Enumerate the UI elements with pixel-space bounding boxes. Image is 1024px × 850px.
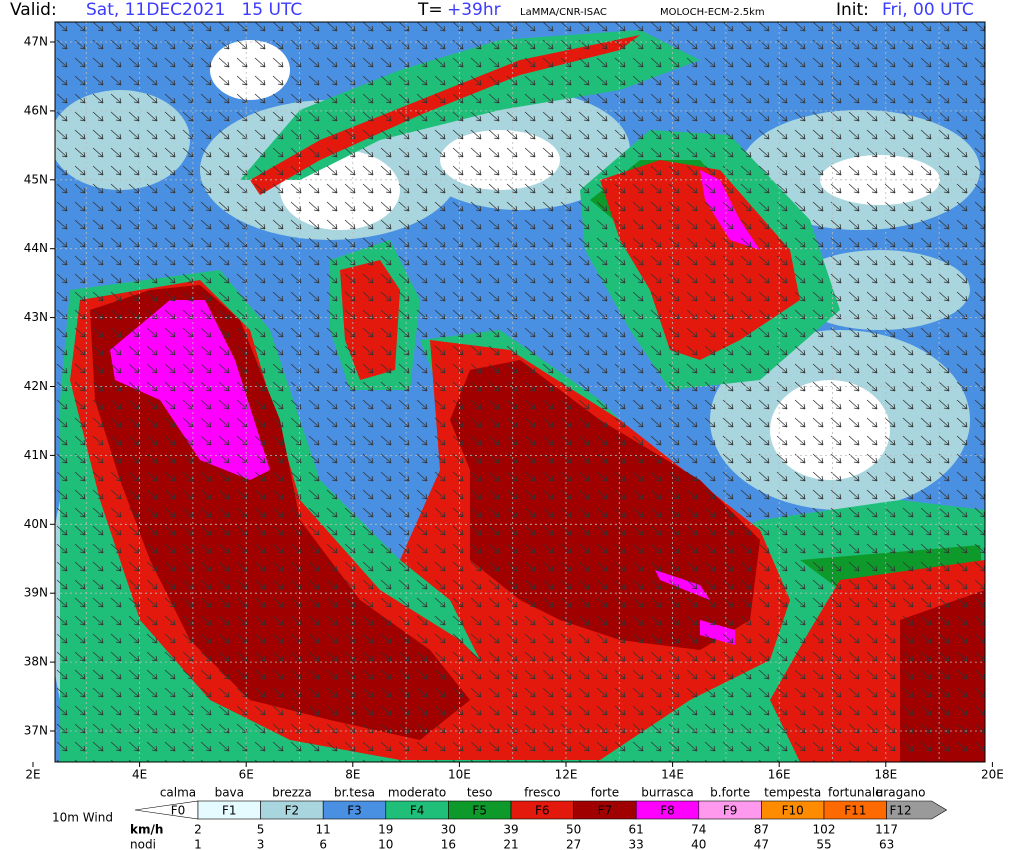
wind-field (55, 22, 985, 762)
legend-name: tempesta (764, 786, 821, 800)
lat-label: 38N (24, 655, 48, 669)
knots-threshold: 33 (629, 838, 644, 850)
knots-threshold: 16 (441, 838, 456, 850)
legend-name: forte (591, 786, 620, 800)
legend-name: fresco (524, 786, 560, 800)
lat-label: 37N (24, 724, 48, 738)
knots-threshold: 21 (503, 838, 518, 850)
legend-name: fortunale (828, 786, 883, 800)
lat-label: 47N (24, 35, 48, 49)
legend-name: uragano (876, 786, 926, 800)
knots-threshold: 40 (691, 838, 706, 850)
legend-name: brezza (272, 786, 312, 800)
lon-label: 14E (661, 768, 684, 782)
init-time: Fri, 00 UTC (882, 0, 974, 20)
knots-threshold: 63 (879, 838, 894, 850)
lat-label: 41N (24, 448, 48, 462)
legend-swatch (886, 800, 948, 820)
knots-threshold: 3 (257, 838, 265, 850)
legend-name: teso (467, 786, 493, 800)
knots-threshold: 27 (566, 838, 581, 850)
lat-label: 40N (24, 517, 48, 531)
lon-label: 10E (448, 768, 471, 782)
lon-label: 20E (981, 768, 1004, 782)
legend-swatch (134, 800, 199, 820)
valid-label: Valid: (10, 0, 57, 20)
lon-label: 12E (555, 768, 578, 782)
legend-code: F0 (171, 804, 186, 818)
legend-code: F3 (347, 804, 362, 818)
legend-code: F6 (535, 804, 550, 818)
lat-label: 42N (24, 379, 48, 393)
lon-label: 16E (768, 768, 791, 782)
knots-threshold: 10 (378, 838, 393, 850)
kmh-threshold: 61 (629, 823, 644, 837)
legend-code: F5 (472, 804, 487, 818)
kmh-threshold: 117 (875, 823, 898, 837)
lat-label: 45N (24, 172, 48, 186)
kmh-threshold: 87 (754, 823, 769, 837)
legend-code: F12 (890, 804, 912, 818)
kmh-threshold: 50 (566, 823, 581, 837)
legend-name: calma (160, 786, 196, 800)
kmh-threshold: 102 (813, 823, 836, 837)
knots-threshold: 6 (319, 838, 327, 850)
kmh-threshold: 30 (441, 823, 456, 837)
kmh-threshold: 39 (503, 823, 518, 837)
lon-label: 6E (239, 768, 254, 782)
legend-name: moderato (388, 786, 446, 800)
kmh-threshold: 5 (257, 823, 265, 837)
knots-label: nodi (130, 838, 156, 850)
lat-label: 39N (24, 586, 48, 600)
kmh-threshold: 11 (316, 823, 331, 837)
kmh-threshold: 74 (691, 823, 706, 837)
legend-code: F10 (782, 804, 804, 818)
lon-label: 2E (25, 768, 40, 782)
lat-label: 44N (24, 241, 48, 255)
lon-label: 8E (345, 768, 360, 782)
knots-threshold: 55 (816, 838, 831, 850)
legend-code: F4 (410, 804, 425, 818)
lead-label: T= (417, 0, 443, 20)
legend-name: b.forte (710, 786, 750, 800)
source: LaMMA/CNR-ISAC (520, 7, 607, 18)
lat-label: 43N (24, 310, 48, 324)
lead: +39hr (447, 0, 501, 20)
map-frame (54, 21, 986, 763)
legend-code: F1 (222, 804, 237, 818)
legend-name: br.tesa (334, 786, 375, 800)
legend-code: F11 (844, 804, 866, 818)
knots-threshold: 1 (194, 838, 202, 850)
kmh-threshold: 2 (194, 823, 202, 837)
model: MOLOCH-ECM-2.5km (660, 7, 765, 18)
lon-label: 18E (874, 768, 897, 782)
kmh-label: km/h (130, 823, 163, 837)
kmh-threshold: 19 (378, 823, 393, 837)
legend-code: F2 (285, 804, 300, 818)
legend-code: F9 (723, 804, 738, 818)
init-label: Init: (836, 0, 869, 20)
legend-title: 10m Wind (52, 811, 113, 825)
knots-threshold: 47 (754, 838, 769, 850)
legend-name: burrasca (641, 786, 693, 800)
lon-label: 4E (132, 768, 147, 782)
legend-name: bava (215, 786, 244, 800)
legend-code: F8 (660, 804, 675, 818)
lat-label: 46N (24, 103, 48, 117)
legend-code: F7 (598, 804, 613, 818)
valid-time: Sat, 11DEC2021 15 UTC (86, 0, 302, 20)
